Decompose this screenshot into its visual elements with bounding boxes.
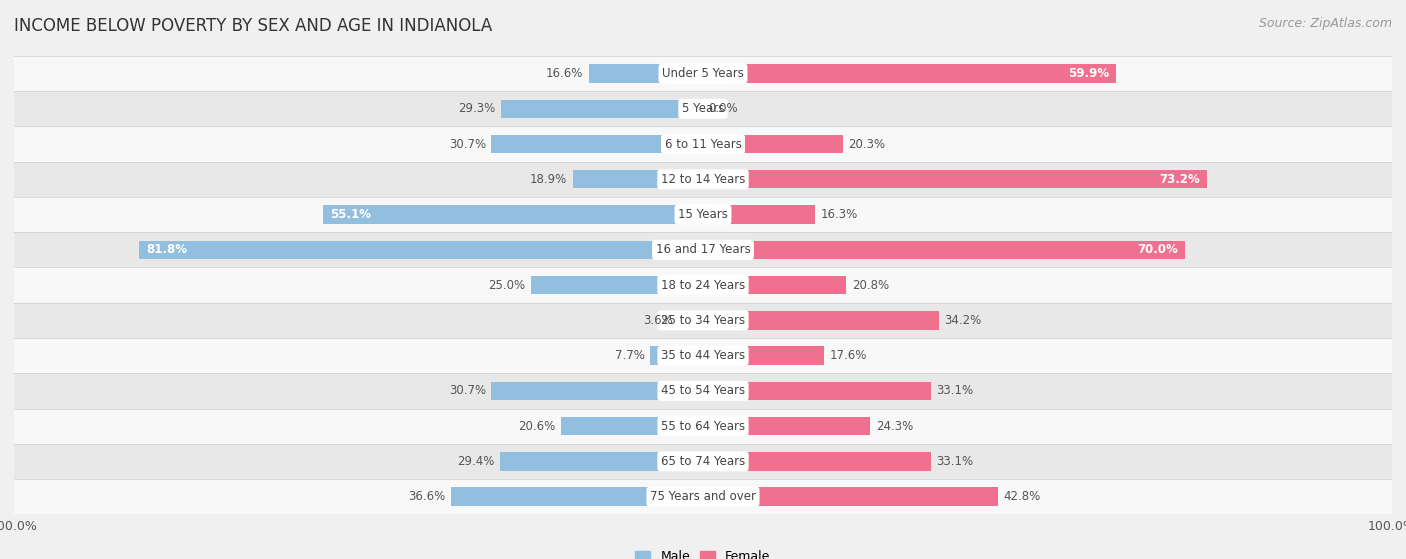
Bar <box>501 100 703 118</box>
Bar <box>139 241 703 259</box>
Text: 20.6%: 20.6% <box>519 420 555 433</box>
Text: 33.1%: 33.1% <box>936 455 974 468</box>
Bar <box>531 276 703 294</box>
Text: 35 to 44 Years: 35 to 44 Years <box>661 349 745 362</box>
Bar <box>703 64 1116 83</box>
Bar <box>14 126 1392 162</box>
Text: 70.0%: 70.0% <box>1137 243 1178 257</box>
Bar <box>703 170 1208 188</box>
Text: 0.0%: 0.0% <box>709 102 738 115</box>
Text: 30.7%: 30.7% <box>449 138 486 150</box>
Text: 25 to 34 Years: 25 to 34 Years <box>661 314 745 327</box>
Text: 15 Years: 15 Years <box>678 208 728 221</box>
Text: 20.8%: 20.8% <box>852 278 889 292</box>
Bar <box>14 91 1392 126</box>
Bar <box>14 56 1392 91</box>
Bar <box>14 409 1392 444</box>
Bar <box>678 311 703 329</box>
Text: 18 to 24 Years: 18 to 24 Years <box>661 278 745 292</box>
Bar <box>703 382 931 400</box>
Bar <box>650 347 703 365</box>
Bar <box>703 347 824 365</box>
Text: 55.1%: 55.1% <box>330 208 371 221</box>
Bar <box>14 373 1392 409</box>
Text: 5 Years: 5 Years <box>682 102 724 115</box>
Bar <box>14 479 1392 514</box>
Text: 16 and 17 Years: 16 and 17 Years <box>655 243 751 257</box>
Text: 18.9%: 18.9% <box>530 173 567 186</box>
Bar <box>14 162 1392 197</box>
Bar <box>501 452 703 471</box>
Bar <box>703 135 842 153</box>
Text: 75 Years and over: 75 Years and over <box>650 490 756 503</box>
Text: 24.3%: 24.3% <box>876 420 912 433</box>
Text: 45 to 54 Years: 45 to 54 Years <box>661 385 745 397</box>
Bar <box>703 417 870 435</box>
Text: 33.1%: 33.1% <box>936 385 974 397</box>
Text: 29.3%: 29.3% <box>458 102 496 115</box>
Text: 7.7%: 7.7% <box>614 349 644 362</box>
Text: 29.4%: 29.4% <box>457 455 495 468</box>
Bar <box>14 303 1392 338</box>
Text: 73.2%: 73.2% <box>1160 173 1201 186</box>
Text: 59.9%: 59.9% <box>1067 67 1109 80</box>
Bar <box>14 267 1392 303</box>
Text: 12 to 14 Years: 12 to 14 Years <box>661 173 745 186</box>
Text: 20.3%: 20.3% <box>848 138 886 150</box>
Bar <box>14 197 1392 232</box>
Bar <box>14 444 1392 479</box>
Bar <box>323 205 703 224</box>
Text: 55 to 64 Years: 55 to 64 Years <box>661 420 745 433</box>
Text: 6 to 11 Years: 6 to 11 Years <box>665 138 741 150</box>
Bar <box>492 135 703 153</box>
Bar <box>703 276 846 294</box>
Bar <box>572 170 703 188</box>
Text: 34.2%: 34.2% <box>945 314 981 327</box>
Text: Source: ZipAtlas.com: Source: ZipAtlas.com <box>1258 17 1392 30</box>
Bar <box>492 382 703 400</box>
Text: 16.6%: 16.6% <box>546 67 583 80</box>
Text: Under 5 Years: Under 5 Years <box>662 67 744 80</box>
Text: 36.6%: 36.6% <box>408 490 446 503</box>
Bar <box>451 487 703 506</box>
Bar <box>561 417 703 435</box>
Bar <box>703 241 1185 259</box>
Text: 42.8%: 42.8% <box>1004 490 1040 503</box>
Text: 3.6%: 3.6% <box>643 314 672 327</box>
Text: 25.0%: 25.0% <box>488 278 526 292</box>
Bar <box>703 205 815 224</box>
Bar <box>14 338 1392 373</box>
Text: INCOME BELOW POVERTY BY SEX AND AGE IN INDIANOLA: INCOME BELOW POVERTY BY SEX AND AGE IN I… <box>14 17 492 35</box>
Legend: Male, Female: Male, Female <box>636 550 770 559</box>
Bar <box>703 311 939 329</box>
Bar <box>703 452 931 471</box>
Text: 30.7%: 30.7% <box>449 385 486 397</box>
Text: 65 to 74 Years: 65 to 74 Years <box>661 455 745 468</box>
Bar <box>14 232 1392 267</box>
Bar <box>703 487 998 506</box>
Text: 17.6%: 17.6% <box>830 349 868 362</box>
Bar <box>589 64 703 83</box>
Text: 16.3%: 16.3% <box>821 208 858 221</box>
Text: 81.8%: 81.8% <box>146 243 187 257</box>
